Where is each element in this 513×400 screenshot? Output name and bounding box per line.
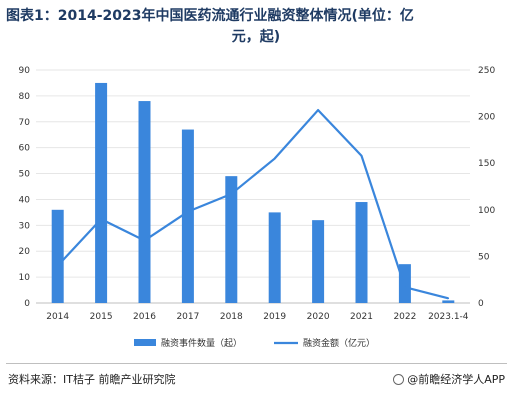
line-point [100, 218, 102, 220]
line-point [187, 210, 189, 213]
brand-logo-icon [393, 373, 405, 385]
bar [138, 101, 151, 303]
bar [355, 202, 368, 303]
line-series [56, 108, 449, 300]
y-left-tick-label: 10 [19, 273, 31, 283]
legend-line-label: 融资金额（亿元） [303, 337, 375, 349]
x-tick-label: 2021 [350, 312, 373, 322]
bar [442, 300, 455, 303]
bar [51, 209, 64, 303]
y-left-tick-label: 90 [19, 66, 31, 76]
y-left-tick-label: 50 [19, 170, 31, 180]
line-point [56, 264, 59, 267]
bar [181, 129, 194, 303]
chart-title-line1: 图表1：2014-2023年中国医药流通行业融资整体情况(单位：亿 [6, 8, 414, 24]
y-left-tick-label: 30 [19, 221, 31, 231]
y-left-tick-label: 40 [19, 195, 31, 205]
legend-bar-label: 融资事件数量（起） [161, 337, 242, 349]
line-point [273, 157, 276, 160]
bar [225, 176, 238, 303]
chart-title-line2: 元，起) [231, 29, 281, 45]
x-tick-label: 2019 [263, 312, 286, 322]
bar [312, 220, 325, 303]
bar [268, 212, 281, 303]
brand-text: @前瞻经济学人APP [407, 373, 505, 386]
footer-divider [6, 363, 507, 364]
x-tick-label: 2018 [220, 312, 243, 322]
line-point [404, 286, 406, 288]
y-right-tick-label: 50 [478, 252, 490, 262]
y-right-tick-label: 150 [478, 159, 495, 169]
y-left-tick-label: 60 [19, 144, 31, 154]
y-left-tick-label: 70 [19, 118, 31, 128]
chart-title: 图表1：2014-2023年中国医药流通行业融资整体情况(单位：亿 元，起) [6, 6, 506, 48]
line-point [317, 109, 319, 111]
bar [398, 264, 411, 303]
y-right-tick-label: 250 [478, 66, 495, 76]
x-tick-label: 2020 [307, 312, 330, 322]
source-note: 资料来源：IT桔子 前瞻产业研究院 [8, 373, 176, 386]
brand-credit: @前瞻经济学人APP [393, 371, 505, 387]
line-point [360, 154, 363, 157]
y-right-tick-label: 0 [478, 299, 484, 309]
line-point [447, 297, 450, 300]
y-right-tick-label: 200 [478, 113, 495, 123]
x-tick-label: 2016 [133, 312, 156, 322]
y-left-tick-label: 20 [19, 247, 31, 257]
x-tick-label: 2023.1-4 [428, 312, 469, 322]
bar [95, 82, 108, 303]
line-point [230, 193, 233, 195]
y-left-tick-label: 0 [24, 299, 30, 309]
x-tick-label: 2015 [90, 312, 113, 322]
legend-bar-swatch [134, 339, 156, 346]
x-tick-label: 2022 [393, 312, 416, 322]
line-point [143, 239, 146, 242]
y-right-tick-label: 100 [478, 206, 495, 216]
x-tick-label: 2017 [176, 312, 199, 322]
x-tick-label: 2014 [46, 312, 69, 322]
y-left-tick-label: 80 [19, 92, 31, 102]
